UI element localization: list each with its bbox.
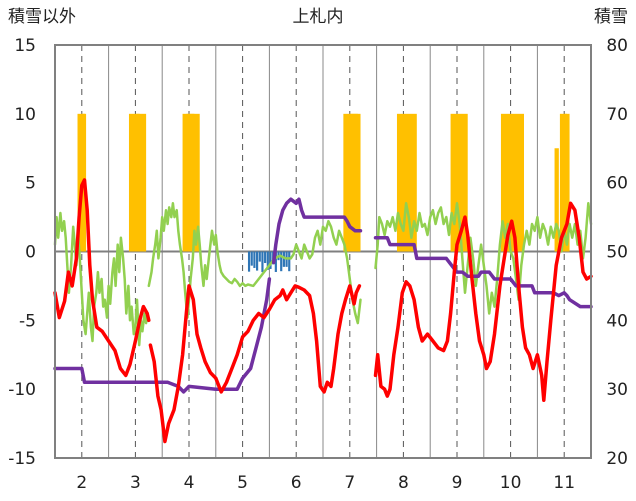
red-series-line <box>373 201 593 402</box>
precip-bar <box>256 251 259 271</box>
right-axis-title: 積雪 <box>594 7 628 27</box>
y-right-tick-label: 30 <box>606 380 628 400</box>
x-tick-label: 11 <box>553 473 575 493</box>
y-right-tick-label: 60 <box>606 174 628 194</box>
snow-depth-bar <box>559 113 567 252</box>
purple-series-line <box>53 277 272 394</box>
y-right-tick-label: 50 <box>606 243 628 263</box>
y-left-tick-label: -10 <box>8 380 36 400</box>
chart-title: 上札内 <box>293 7 344 27</box>
precip-bar <box>266 251 269 270</box>
snow-depth-bar <box>564 113 570 252</box>
snow-depth-bar <box>554 148 559 252</box>
precip-bar <box>250 251 253 266</box>
y-right-tick-label: 80 <box>606 36 628 56</box>
precip-bar <box>280 251 283 272</box>
x-tick-label: 5 <box>237 473 248 493</box>
left-axis-title: 積雪以外 <box>8 7 76 27</box>
snow-depth-bar <box>135 113 140 252</box>
snow-depth-bar <box>403 120 412 252</box>
precip-bar <box>253 251 256 268</box>
y-right-tick-label: 20 <box>606 449 628 469</box>
x-tick-label: 2 <box>76 473 87 493</box>
y-left-tick-label: 0 <box>25 243 36 263</box>
precip-bar <box>261 251 264 273</box>
green-series-line <box>147 202 362 325</box>
x-tick-label: 7 <box>344 473 355 493</box>
precip-bar <box>269 251 272 269</box>
plot-frame <box>54 44 592 459</box>
y-right-tick-label: 70 <box>606 105 628 125</box>
y-left-tick-label: -15 <box>8 449 36 469</box>
x-tick-label: 9 <box>452 473 463 493</box>
precip-bar <box>247 251 251 272</box>
y-left-tick-label: 5 <box>25 174 36 194</box>
precip-bar <box>264 251 267 264</box>
precip-bar <box>274 251 277 272</box>
red-series-line <box>148 284 362 444</box>
purple-series-line <box>271 197 363 265</box>
purple-series-line <box>373 235 593 309</box>
precip-bar <box>288 251 291 272</box>
snow-depth-bar <box>500 113 524 252</box>
green-series-line <box>374 202 593 315</box>
x-tick-label: 8 <box>398 473 409 493</box>
snow-depth-bar <box>186 113 195 252</box>
red-series-line <box>53 178 151 378</box>
snow-depth-bar <box>349 113 358 252</box>
precip-bar <box>282 251 285 267</box>
y-right-tick-label: 40 <box>606 311 628 331</box>
y-left-tick-label: 10 <box>14 105 36 125</box>
y-left-tick-label: -5 <box>19 311 36 331</box>
x-tick-label: 3 <box>130 473 141 493</box>
x-tick-label: 10 <box>500 473 522 493</box>
x-tick-label: 4 <box>184 473 195 493</box>
y-left-tick-label: 15 <box>14 36 36 56</box>
x-tick-label: 6 <box>291 473 302 493</box>
precip-bar <box>258 251 261 262</box>
